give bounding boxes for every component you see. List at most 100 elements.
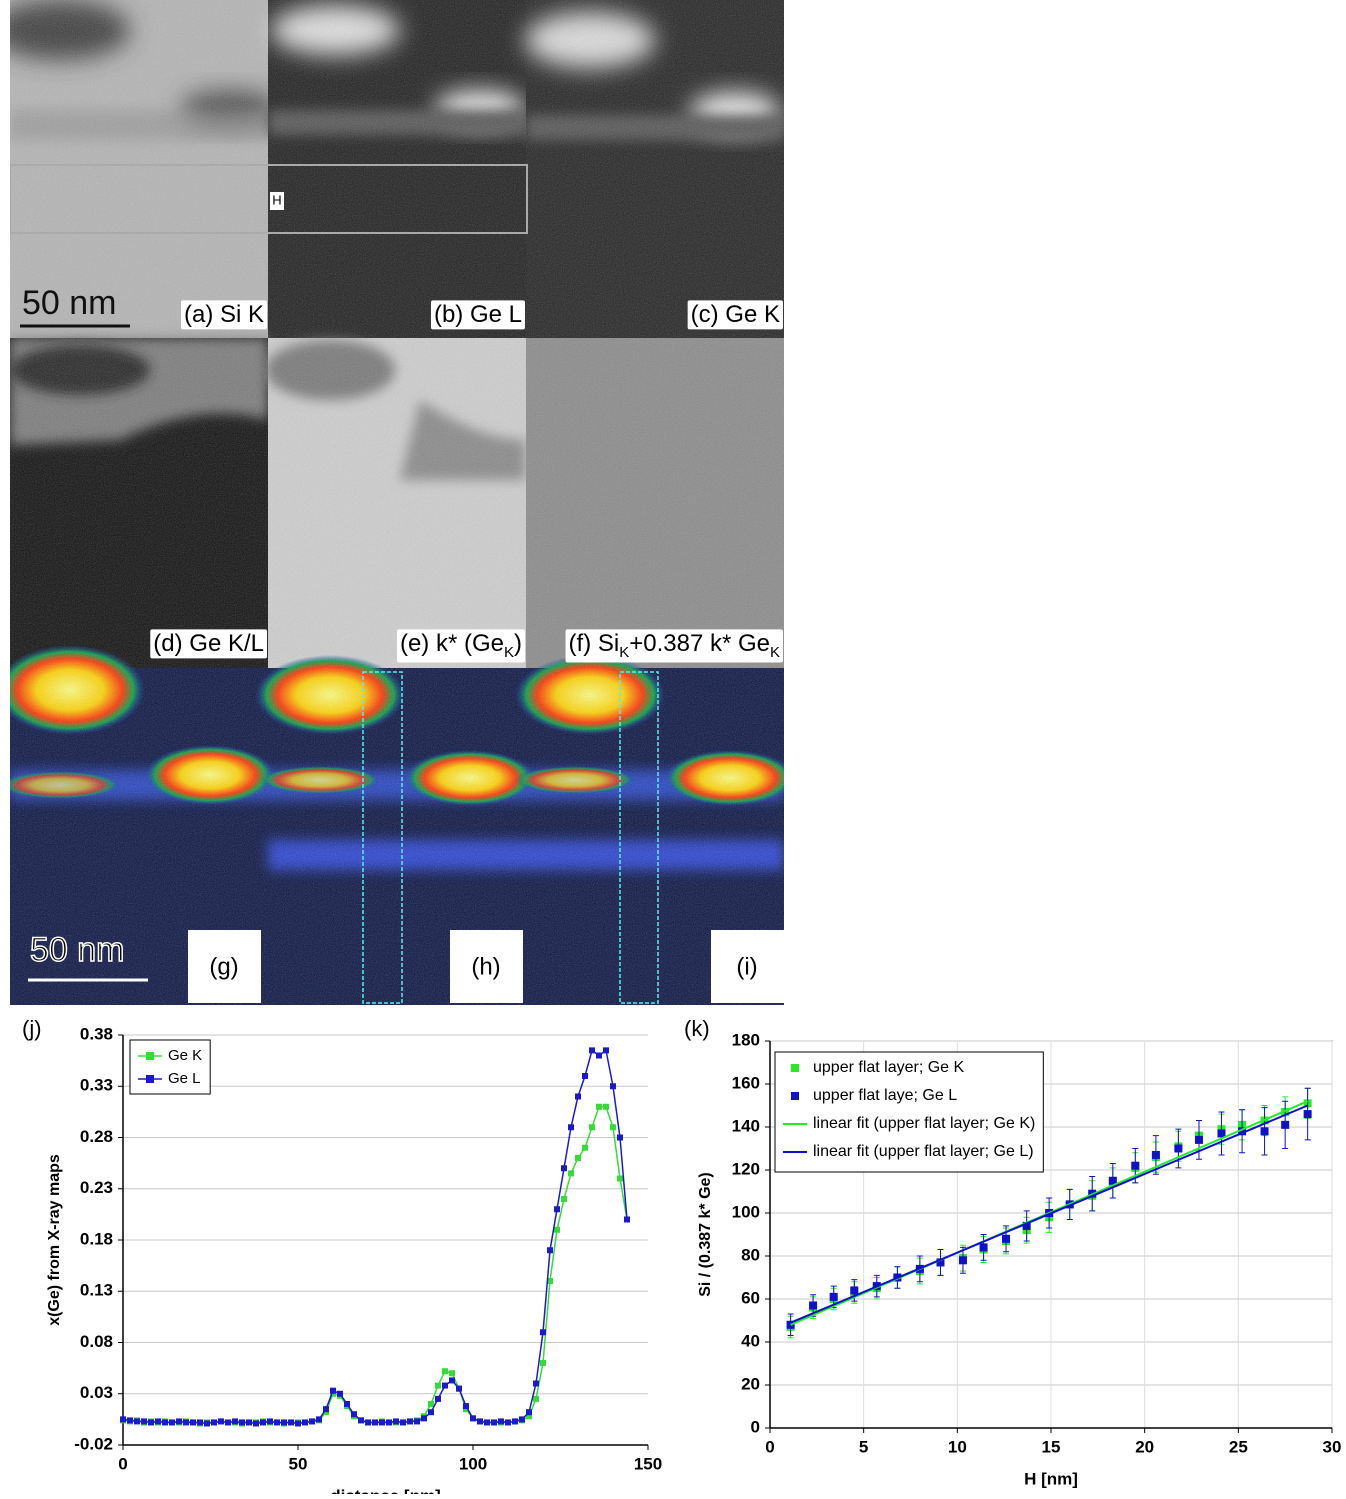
data-point bbox=[533, 1395, 539, 1402]
y-tick-label: 80 bbox=[741, 1245, 760, 1264]
data-point bbox=[288, 1419, 294, 1426]
y-tick-label: -0.02 bbox=[74, 1434, 113, 1453]
data-point bbox=[610, 1083, 616, 1090]
legend: upper flat layer; Ge K upper flat laye; G… bbox=[774, 1051, 1044, 1173]
data-point bbox=[1131, 1161, 1140, 1170]
legend-box bbox=[129, 1039, 211, 1095]
series-line bbox=[122, 1049, 628, 1425]
panel-letter: (k) bbox=[684, 1016, 710, 1041]
label-box bbox=[711, 930, 784, 1003]
data-point bbox=[1238, 1127, 1247, 1136]
data-point bbox=[400, 1419, 406, 1426]
data-point bbox=[589, 1047, 595, 1054]
data-point bbox=[470, 1415, 476, 1422]
data-point bbox=[232, 1418, 238, 1425]
micrographs: H 50 nm 50 nm bbox=[10, 0, 784, 1005]
x-axis-label: H [nm] bbox=[1024, 1469, 1078, 1488]
data-point bbox=[547, 1247, 553, 1254]
data-point bbox=[540, 1360, 546, 1366]
panel-labels: (a) Si K (b) Ge L (c) Ge K (d) Ge K/L (e) k*… bbox=[150, 300, 784, 1003]
data-point bbox=[1281, 1120, 1290, 1129]
data-point bbox=[211, 1419, 217, 1426]
label-box bbox=[687, 300, 783, 330]
data-point bbox=[1194, 1135, 1203, 1144]
data-point bbox=[617, 1134, 623, 1141]
data-point bbox=[456, 1385, 462, 1392]
data-point bbox=[323, 1409, 329, 1416]
data-point bbox=[267, 1418, 273, 1425]
y-tick-label: 60 bbox=[741, 1288, 760, 1307]
panel-label: (c) Ge K bbox=[691, 301, 780, 328]
data-point bbox=[260, 1419, 266, 1426]
data-point bbox=[1002, 1234, 1011, 1243]
data-point bbox=[533, 1380, 539, 1387]
label-part: (a) Si K bbox=[184, 301, 264, 328]
data-point bbox=[936, 1258, 945, 1267]
data-point bbox=[176, 1418, 182, 1425]
data-point bbox=[491, 1419, 497, 1426]
fit-line bbox=[790, 1104, 1309, 1324]
data-point bbox=[575, 1093, 581, 1100]
data-point bbox=[442, 1368, 448, 1375]
data-point bbox=[225, 1419, 231, 1426]
data-point bbox=[190, 1419, 196, 1426]
x-tick-label: 5 bbox=[859, 1437, 868, 1456]
data-point bbox=[554, 1206, 560, 1213]
data-point bbox=[505, 1419, 511, 1426]
data-point bbox=[603, 1047, 609, 1054]
y-tick-label: 0.33 bbox=[80, 1076, 113, 1095]
data-point bbox=[449, 1377, 455, 1384]
data-point bbox=[547, 1278, 553, 1284]
data-point bbox=[330, 1390, 336, 1397]
data-point bbox=[568, 1170, 574, 1177]
y-tick-label: 40 bbox=[741, 1331, 760, 1350]
y-tick-label: 0.13 bbox=[80, 1281, 113, 1300]
legend-box bbox=[774, 1051, 1044, 1173]
y-tick-label: 0.03 bbox=[80, 1383, 113, 1402]
y-tick-label: 0.18 bbox=[80, 1229, 113, 1248]
data-point bbox=[197, 1419, 203, 1426]
data-point bbox=[120, 1416, 126, 1423]
label-box bbox=[180, 300, 267, 330]
data-point bbox=[575, 1155, 581, 1161]
data-point bbox=[337, 1390, 343, 1397]
data-point bbox=[1217, 1129, 1226, 1138]
legend-swatch bbox=[146, 1075, 154, 1083]
label-part: K bbox=[770, 644, 780, 661]
panel-label: (f) SiK+0.387 k* GeK bbox=[569, 630, 780, 661]
x-tick-label: 15 bbox=[1042, 1437, 1061, 1456]
data-point bbox=[239, 1419, 245, 1426]
data-point bbox=[323, 1406, 329, 1413]
legend-label: upper flat laye; Ge L bbox=[813, 1087, 957, 1104]
data-point bbox=[302, 1419, 308, 1426]
data-point bbox=[141, 1418, 147, 1425]
legend-label: Ge L bbox=[168, 1070, 201, 1087]
data-point bbox=[582, 1144, 588, 1151]
label-part: +0.387 k* Ge bbox=[629, 630, 770, 657]
data-point bbox=[589, 1124, 595, 1131]
data-point bbox=[1260, 1127, 1269, 1136]
data-point bbox=[526, 1409, 532, 1416]
y-axis-label: Si / (0.387 k* Ge) bbox=[697, 1172, 714, 1297]
label-part: K bbox=[504, 644, 514, 661]
data-point bbox=[365, 1419, 371, 1426]
data-point bbox=[561, 1196, 567, 1202]
data-point bbox=[134, 1418, 140, 1425]
panel-label: (b) Ge L bbox=[434, 301, 522, 328]
data-point bbox=[253, 1420, 259, 1427]
data-point bbox=[162, 1419, 168, 1426]
data-point bbox=[477, 1418, 483, 1425]
data-point bbox=[829, 1292, 838, 1301]
y-tick-label: 160 bbox=[732, 1073, 760, 1092]
panel-label: (i) bbox=[736, 953, 757, 980]
data-point bbox=[169, 1419, 175, 1426]
label-part: (b) Ge L bbox=[434, 301, 522, 328]
legend: Ge K Ge L bbox=[129, 1039, 211, 1095]
data-point bbox=[379, 1419, 385, 1426]
marker-label: H bbox=[272, 192, 281, 207]
data-point bbox=[526, 1413, 532, 1420]
x-axis-label: distance [nm] bbox=[330, 1486, 441, 1494]
data-point bbox=[330, 1387, 336, 1394]
data-point bbox=[617, 1175, 623, 1182]
